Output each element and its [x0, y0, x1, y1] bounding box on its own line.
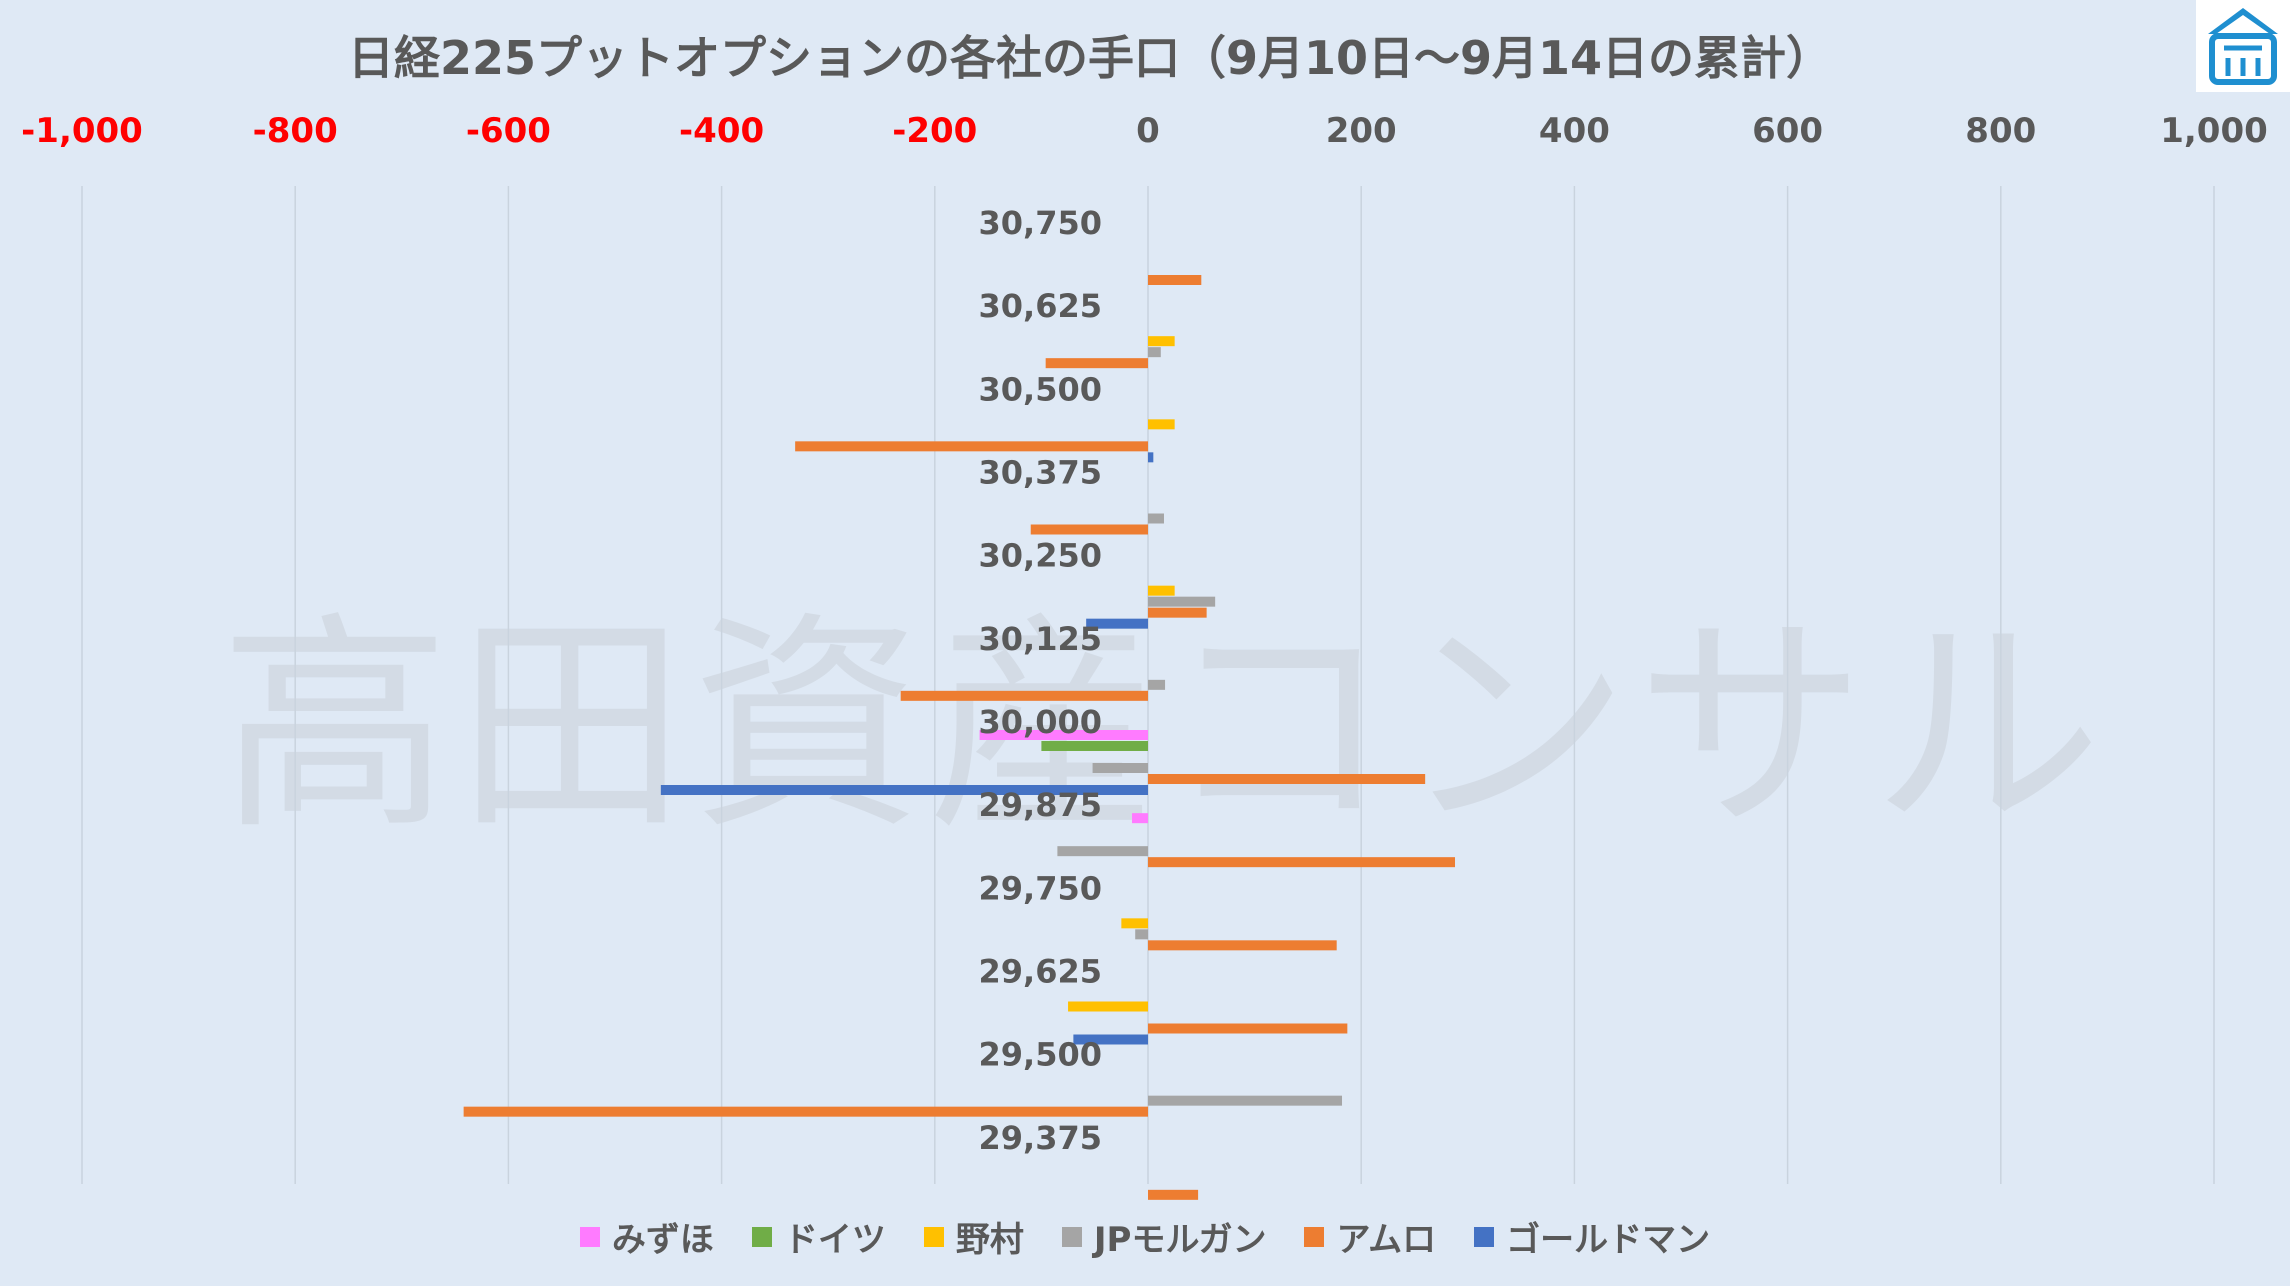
category-label: 29,375 — [979, 1119, 1102, 1157]
legend-item: ドイツ — [751, 1212, 886, 1261]
bar — [1057, 846, 1148, 857]
bar — [1148, 774, 1426, 784]
legend-swatch — [1304, 1226, 1325, 1247]
legend-label: JPモルガン — [1093, 1220, 1267, 1260]
category-label: 30,250 — [979, 537, 1102, 575]
x-tick-label: -400 — [679, 111, 764, 151]
bar — [1148, 347, 1161, 358]
bar — [1135, 929, 1148, 940]
x-tick-label: -200 — [892, 111, 977, 151]
bar — [900, 690, 1148, 701]
legend-item: 野村 — [923, 1212, 1024, 1261]
bar — [1073, 1034, 1148, 1045]
category-label: 30,500 — [979, 370, 1102, 408]
legend-item: JPモルガン — [1061, 1212, 1267, 1261]
legend-item: アムロ — [1304, 1212, 1436, 1261]
legend-item: みずほ — [579, 1212, 714, 1261]
bar — [1148, 1189, 1199, 1200]
legend-label: アムロ — [1336, 1220, 1437, 1260]
bar — [1148, 857, 1456, 868]
bar — [1068, 1001, 1148, 1012]
category-label: 30,125 — [979, 620, 1102, 658]
bar — [1148, 336, 1175, 347]
bar — [1148, 607, 1207, 618]
bar — [1030, 524, 1148, 535]
bar — [1086, 618, 1148, 629]
company-logo — [2196, 0, 2290, 92]
legend-swatch — [1474, 1226, 1495, 1247]
category-label: 30,750 — [979, 204, 1102, 242]
bar-chart: -1,000 -800 -600 -400 -200 0 200 400 600 800 1,000… — [21, 111, 2268, 1200]
bar — [1121, 918, 1148, 929]
category-label: 30,625 — [979, 287, 1102, 325]
chart-title: 日経225プットオプションの各社の手口（9月10日～9月14日の累計） — [347, 31, 1833, 85]
bar — [1148, 1023, 1348, 1034]
bar — [1045, 358, 1148, 369]
legend-label: みずほ — [611, 1220, 714, 1260]
bar — [1148, 452, 1154, 463]
x-tick-label: 800 — [1965, 111, 2036, 151]
legend-label: 野村 — [955, 1220, 1024, 1260]
bar — [1148, 679, 1166, 690]
x-tick-label: 600 — [1752, 111, 1823, 151]
bar — [1148, 1095, 1343, 1106]
bar — [1148, 419, 1175, 430]
legend-swatch — [1061, 1226, 1082, 1247]
bar — [979, 730, 1148, 740]
category-label: 29,750 — [979, 869, 1102, 907]
bar — [1148, 585, 1175, 596]
category-label: 29,500 — [979, 1036, 1102, 1074]
x-tick-label: -1,000 — [21, 111, 143, 151]
category-label: 29,875 — [979, 786, 1102, 824]
category-label: 30,375 — [979, 454, 1102, 492]
legend-label: ドイツ — [783, 1220, 886, 1260]
bar — [795, 441, 1148, 452]
legend-label: ゴールドマン — [1506, 1220, 1711, 1260]
x-tick-label: 400 — [1539, 111, 1610, 151]
bar — [1132, 813, 1148, 824]
building-logo-icon — [2208, 8, 2278, 85]
legend-swatch — [579, 1226, 600, 1247]
x-tick-label: 1,000 — [2160, 111, 2268, 151]
bar — [463, 1106, 1148, 1117]
legend-swatch — [923, 1226, 944, 1247]
x-tick-label: 0 — [1136, 111, 1160, 151]
bar — [1092, 763, 1148, 773]
category-label: 29,625 — [979, 953, 1102, 991]
bar — [1148, 940, 1337, 951]
legend-swatch — [751, 1226, 772, 1247]
bar — [660, 785, 1148, 795]
category-label: 30,000 — [979, 703, 1102, 741]
bar — [1148, 513, 1164, 524]
x-tick-label: -600 — [466, 111, 551, 151]
bar — [1148, 596, 1216, 607]
bar — [1148, 275, 1202, 285]
legend: みずほ ドイツ 野村 JPモルガン アムロ ゴールドマン — [0, 1212, 2290, 1261]
legend-item: ゴールドマン — [1474, 1212, 1710, 1261]
bar — [1041, 741, 1148, 751]
x-tick-label: -800 — [253, 111, 338, 151]
x-tick-label: 200 — [1326, 111, 1397, 151]
